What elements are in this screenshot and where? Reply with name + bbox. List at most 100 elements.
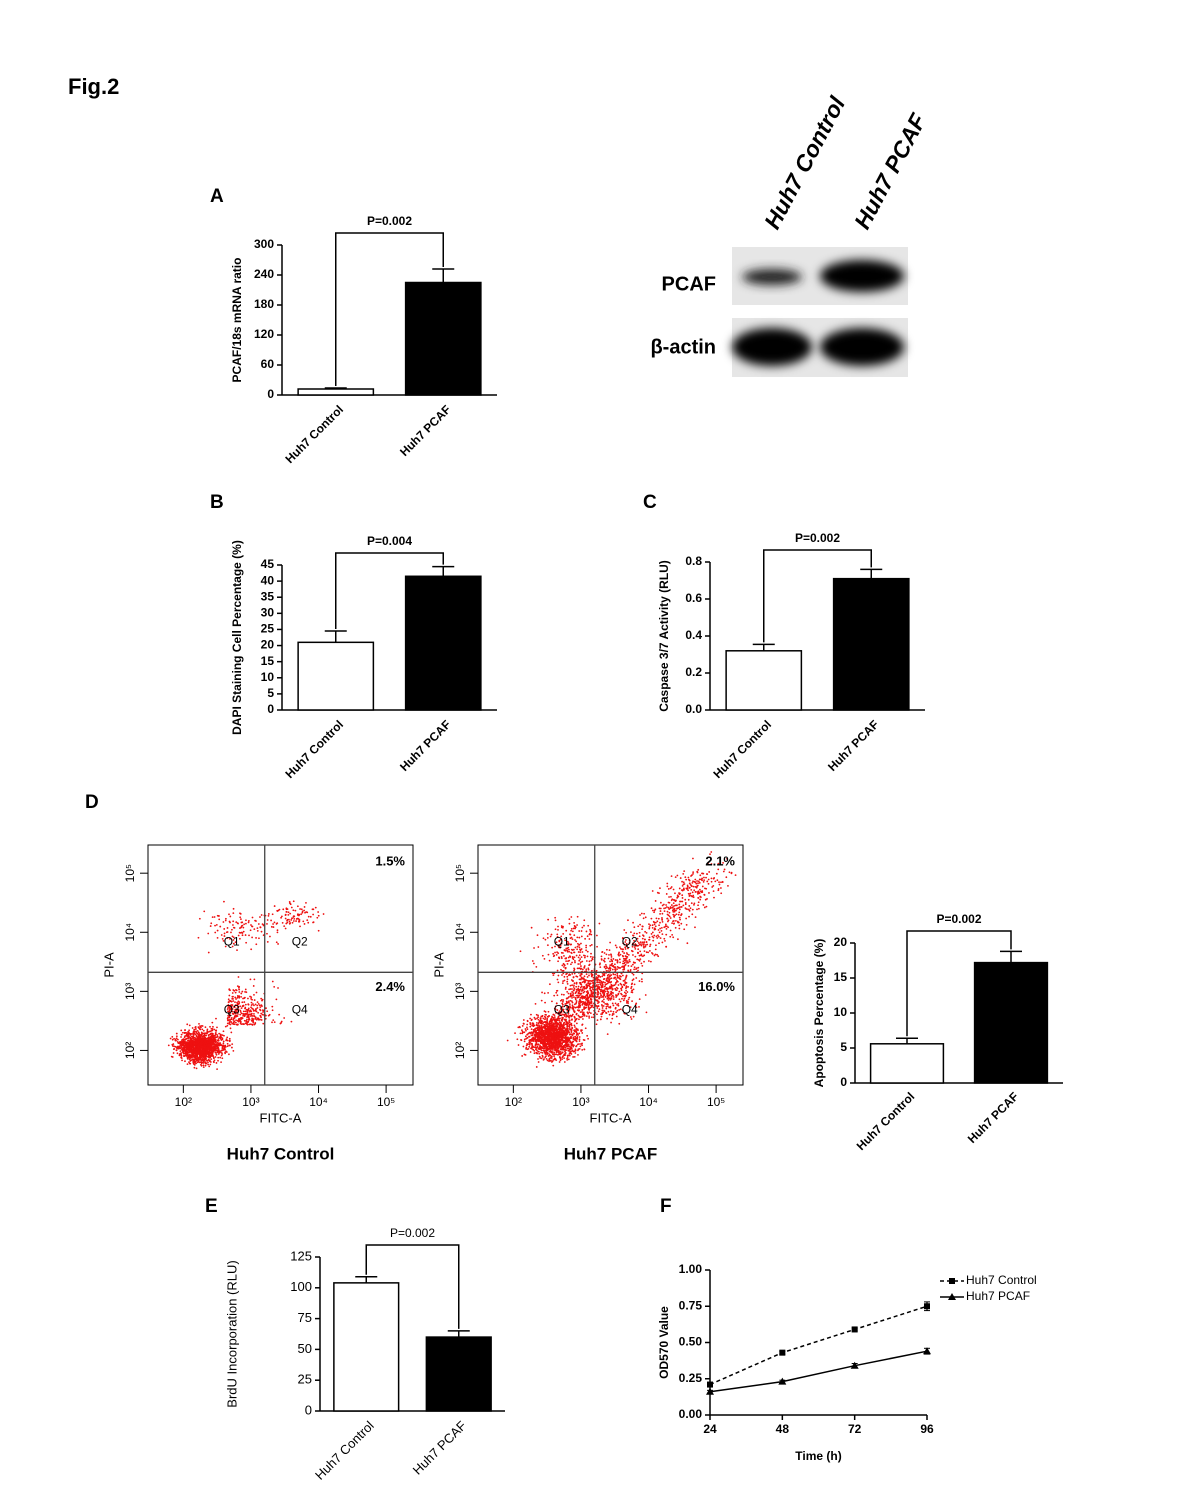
y-tick-label: 45: [261, 557, 275, 571]
event-dot: [251, 1015, 254, 1017]
event-dot: [627, 964, 630, 967]
event-dot: [529, 1023, 532, 1026]
event-dot: [260, 997, 263, 1000]
y-tick-label: 25: [261, 622, 275, 636]
event-dot: [206, 1028, 209, 1031]
event-dot: [550, 1017, 553, 1020]
event-dot: [228, 938, 231, 940]
event-dot: [654, 900, 657, 902]
event-dot: [694, 926, 696, 929]
event-dot: [526, 1036, 529, 1039]
event-dot: [227, 998, 230, 1001]
event-dot: [201, 1032, 204, 1035]
y-tick-label: 0.0: [685, 702, 702, 716]
event-dot: [563, 1021, 566, 1024]
y-tick-label: 5: [267, 686, 274, 700]
event-dot: [561, 1020, 564, 1022]
event-dot: [181, 1047, 183, 1049]
event-dot: [552, 1046, 555, 1049]
event-dot: [289, 912, 292, 915]
event-dot: [193, 1066, 196, 1069]
event-dot: [616, 979, 618, 982]
y-tick-label: 30: [261, 606, 275, 620]
event-dot: [675, 904, 678, 907]
event-dot: [215, 1053, 218, 1056]
event-dot: [224, 1050, 227, 1053]
event-dot: [694, 891, 697, 893]
event-dot: [691, 913, 694, 916]
event-dot: [699, 874, 702, 877]
event-dot: [235, 921, 238, 924]
event-dot: [625, 931, 628, 934]
event-dot: [557, 1023, 559, 1026]
event-dot: [614, 983, 617, 985]
event-dot: [654, 921, 657, 924]
event-dot: [198, 1022, 200, 1025]
event-dot: [534, 1036, 537, 1039]
event-dot: [610, 953, 612, 956]
event-dot: [312, 913, 315, 916]
event-dot: [540, 1024, 543, 1027]
event-dot: [569, 1040, 571, 1043]
event-dot: [566, 990, 569, 993]
event-dot: [545, 1049, 548, 1052]
event-dot: [632, 943, 635, 945]
event-dot: [290, 1020, 293, 1023]
event-dot: [198, 1052, 201, 1055]
event-dot: [262, 1022, 265, 1025]
event-dot: [217, 1047, 220, 1050]
event-dot: [534, 1002, 537, 1005]
event-dot: [261, 1009, 264, 1012]
event-dot: [572, 1056, 575, 1058]
event-dot: [259, 1009, 262, 1012]
event-dot: [605, 1005, 608, 1008]
event-dot: [238, 1018, 240, 1020]
event-dot: [247, 997, 249, 1000]
event-dot: [231, 1010, 234, 1013]
event-dot: [583, 981, 586, 984]
event-dot: [261, 1013, 264, 1016]
event-dot: [255, 1008, 257, 1010]
event-dot: [688, 905, 691, 907]
event-dot: [231, 1012, 234, 1015]
event-dot: [252, 1021, 255, 1024]
event-dot: [541, 1054, 544, 1057]
event-dot: [637, 942, 640, 944]
event-dot: [228, 1006, 231, 1009]
event-dot: [730, 872, 733, 875]
event-dot: [568, 1003, 571, 1006]
event-dot: [603, 952, 606, 954]
event-dot: [553, 994, 556, 997]
event-dot: [180, 1036, 182, 1038]
event-dot: [566, 1025, 569, 1027]
event-dot: [207, 951, 210, 954]
event-dot: [180, 1043, 183, 1045]
event-dot: [631, 963, 634, 966]
event-dot: [565, 1000, 568, 1003]
event-dot: [702, 872, 705, 875]
event-dot: [666, 882, 669, 885]
event-dot: [206, 1051, 209, 1053]
event-dot: [247, 1015, 250, 1018]
event-dot: [699, 898, 702, 901]
event-dot: [211, 1051, 214, 1054]
event-dot: [634, 943, 637, 945]
event-dot: [189, 1039, 192, 1042]
event-dot: [688, 879, 691, 882]
event-dot: [717, 862, 720, 865]
event-dot: [540, 1049, 543, 1051]
event-dot: [574, 1006, 577, 1009]
event-dot: [544, 1001, 546, 1004]
event-dot: [632, 961, 635, 964]
event-dot: [607, 967, 610, 970]
event-dot: [302, 920, 305, 923]
event-dot: [219, 1037, 222, 1040]
event-dot: [545, 1043, 548, 1046]
event-dot: [250, 948, 253, 951]
event-dot: [601, 1007, 604, 1009]
event-dot: [292, 909, 295, 912]
event-dot: [253, 1004, 255, 1007]
event-dot: [271, 913, 274, 916]
event-dot: [575, 981, 578, 984]
event-dot: [207, 1058, 210, 1061]
